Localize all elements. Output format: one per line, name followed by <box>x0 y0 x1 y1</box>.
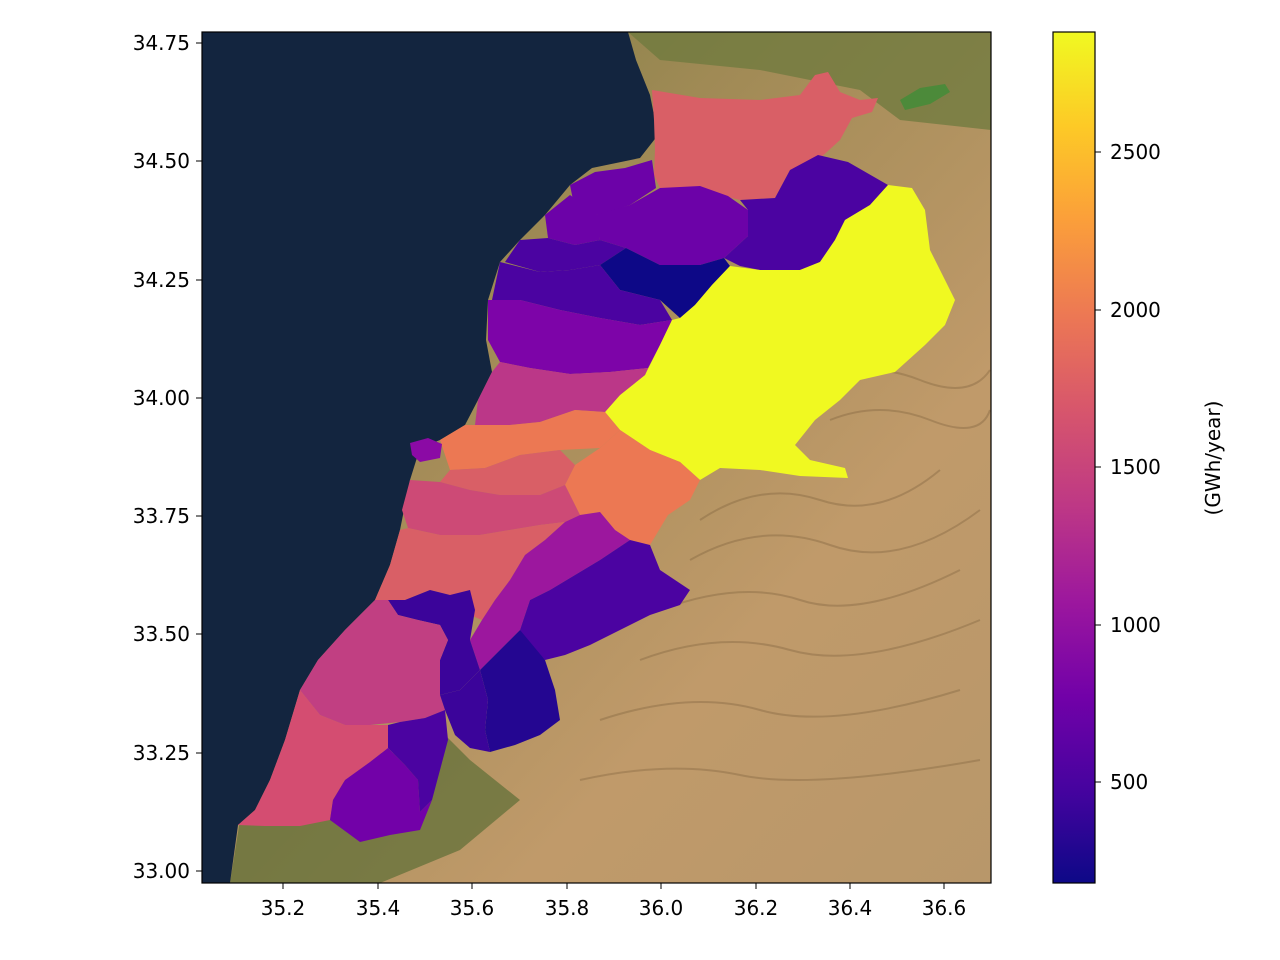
region-jbeil <box>488 300 672 374</box>
y-tick-label: 34.75 <box>133 31 190 55</box>
y-tick-label: 33.25 <box>133 741 190 765</box>
y-tick-label: 34.25 <box>133 268 190 292</box>
colorbar-gradient <box>1052 31 1096 884</box>
colorbar-tick-label: 2500 <box>1110 140 1161 164</box>
colorbar-label: (GWh/year) <box>1201 401 1225 516</box>
region-baalbek <box>605 185 955 480</box>
x-tick-label: 36.6 <box>922 896 967 920</box>
region-saida <box>300 600 448 725</box>
region-marjayoun <box>388 710 448 812</box>
region-jezzine <box>388 590 480 695</box>
region-west-bekaa <box>470 512 630 670</box>
region-tyre <box>238 690 388 826</box>
region-baabda <box>440 450 575 495</box>
basemap-lake <box>900 84 950 110</box>
colorbar-tick-label: 500 <box>1110 770 1148 794</box>
x-tick-label: 35.2 <box>261 896 306 920</box>
region-chouf <box>375 522 565 620</box>
basemap-terrain <box>579 369 991 781</box>
region-rashaya <box>520 540 690 660</box>
region-koura <box>505 238 626 272</box>
basemap-north-green <box>628 32 991 130</box>
region-minieh <box>570 160 656 215</box>
colorbar-tick-label: 1500 <box>1110 455 1161 479</box>
map-axes-frame <box>201 31 992 884</box>
y-axis: 33.00 33.25 33.50 33.75 34.00 34.25 34.5… <box>133 31 202 883</box>
colorbar-tick-label: 2000 <box>1110 298 1161 322</box>
region-aley <box>402 480 580 535</box>
x-tick-label: 35.8 <box>545 896 590 920</box>
region-zgharta <box>596 186 748 265</box>
basemap-sea <box>202 32 658 883</box>
region-metn <box>440 410 620 470</box>
region-bsharri <box>600 248 730 318</box>
y-tick-label: 34.50 <box>133 149 190 173</box>
x-tick-label: 36.0 <box>639 896 684 920</box>
region-akkar <box>652 72 878 200</box>
region-beirut <box>410 438 442 462</box>
x-tick-label: 36.4 <box>828 896 873 920</box>
region-bint-jbeil <box>330 748 432 842</box>
colorbar-tick-label: 1000 <box>1110 613 1161 637</box>
x-tick-label: 35.4 <box>356 896 401 920</box>
region-polygons <box>238 72 955 842</box>
region-hasbaya <box>480 630 560 752</box>
region-hermel <box>724 155 888 270</box>
region-zahle <box>565 430 700 545</box>
y-tick-label: 33.00 <box>133 859 190 883</box>
y-tick-label: 33.50 <box>133 622 190 646</box>
x-tick-label: 35.6 <box>450 896 495 920</box>
x-axis: 35.2 35.4 35.6 35.8 36.0 36.2 36.4 36.6 <box>261 883 967 920</box>
x-tick-label: 36.2 <box>734 896 779 920</box>
y-tick-label: 33.75 <box>133 504 190 528</box>
colorbar: 500 1000 1500 2000 2500 (GWh/year) <box>1052 31 1225 884</box>
region-batroun <box>492 262 672 325</box>
region-tripoli <box>545 195 600 245</box>
region-nabatieh <box>440 670 490 752</box>
y-tick-label: 34.00 <box>133 386 190 410</box>
region-keserwan <box>475 362 648 425</box>
